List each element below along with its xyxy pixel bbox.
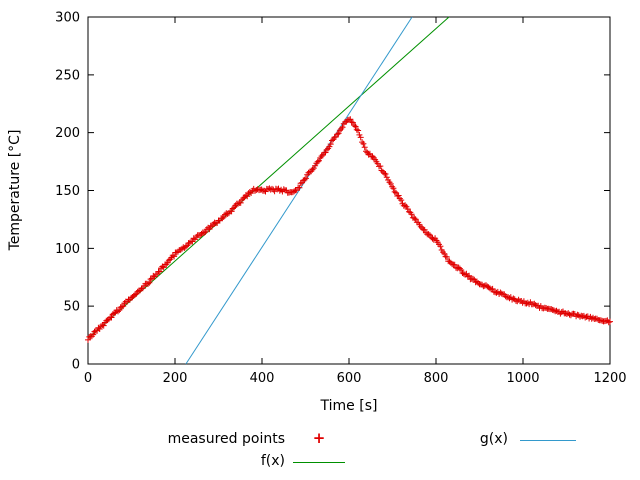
x-tick-label: 600 [337, 371, 362, 386]
legend-label-measured-points: measured points [167, 431, 285, 447]
y-tick-label: 200 [55, 126, 80, 141]
x-tick-label: 1000 [506, 371, 539, 386]
legend-line-sample-fx [293, 462, 345, 463]
y-tick-label: 100 [55, 242, 80, 257]
plot-border [87, 16, 611, 365]
axis-ticks [87, 16, 611, 365]
legend-line-sample-gx [520, 440, 576, 441]
x-tick-label: 200 [163, 371, 188, 386]
x-tick-label: 400 [250, 371, 275, 386]
y-tick-label: 50 [63, 300, 80, 315]
y-tick-label: 250 [55, 68, 80, 83]
legend-marker-measured-points: + [312, 429, 326, 447]
y-tick-label: 150 [55, 184, 80, 199]
x-tick-label: 1200 [593, 371, 626, 386]
legend-label-fx: f(x) [260, 453, 285, 469]
measured-points-series [85, 116, 613, 343]
y-tick-label: 0 [72, 358, 80, 373]
y-tick-label: 300 [55, 11, 80, 26]
y-axis-title: Temperature [°C] [7, 129, 23, 251]
x-axis-title: Time [s] [320, 398, 378, 414]
legend-label-gx: g(x) [479, 431, 508, 447]
x-tick-label: 800 [424, 371, 449, 386]
x-tick-label: 0 [84, 371, 92, 386]
